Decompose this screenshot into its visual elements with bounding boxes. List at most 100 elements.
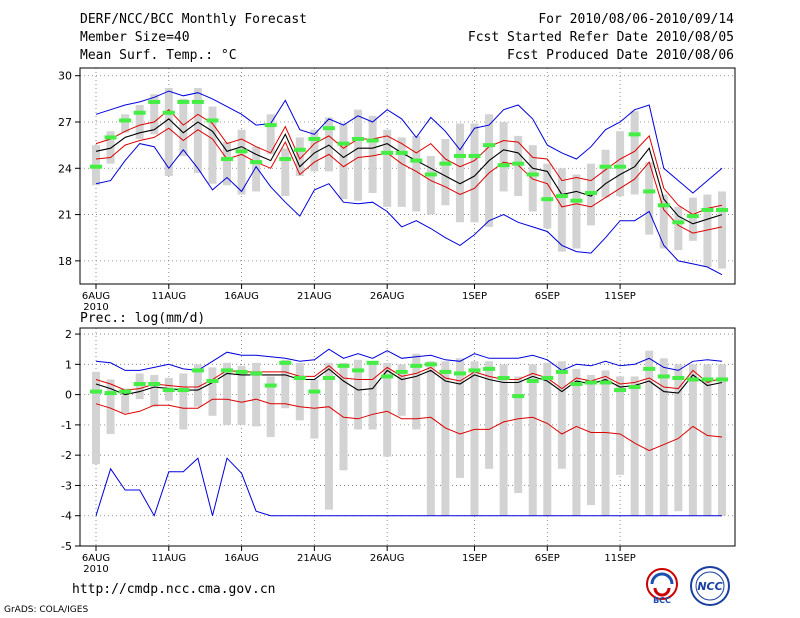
spread-box <box>557 361 566 469</box>
fcst-produced-date: Fcst Produced Date 2010/08/06 <box>507 48 734 63</box>
spread-box <box>441 138 450 206</box>
median-marker <box>614 164 627 169</box>
median-marker <box>162 388 175 393</box>
y-tick-label: -3 <box>61 479 72 492</box>
spread-box <box>412 353 421 430</box>
spread-box <box>266 114 275 155</box>
spread-box <box>674 206 683 251</box>
median-marker <box>497 163 510 168</box>
x-tick-label: 6SEP <box>535 553 560 564</box>
median-marker <box>439 369 452 374</box>
median-marker <box>381 374 394 379</box>
median-marker <box>264 123 277 128</box>
spread-box <box>601 149 610 198</box>
x-tick-label: 6AUG <box>82 553 110 564</box>
spread-box <box>208 367 217 416</box>
median-marker <box>614 388 627 393</box>
median-marker <box>512 161 525 166</box>
max-line <box>95 348 723 371</box>
median-marker <box>352 368 365 373</box>
y-tick-label: 18 <box>58 255 72 268</box>
spread-box <box>514 135 523 197</box>
spread-box <box>193 364 202 407</box>
median-marker <box>104 391 117 396</box>
median-marker <box>148 99 161 104</box>
spread-box <box>383 129 392 207</box>
median-marker <box>366 138 379 143</box>
spread-box <box>179 98 188 156</box>
spread-box <box>106 379 115 434</box>
median-marker <box>701 207 714 212</box>
upper-spread-line <box>95 109 723 216</box>
spread-box <box>295 137 304 176</box>
spread-box <box>441 361 450 516</box>
median-marker <box>468 153 481 158</box>
spread-box <box>324 362 333 510</box>
median-marker <box>643 366 656 371</box>
spread-box <box>295 362 304 421</box>
x-tick-label: 26AUG <box>370 553 405 564</box>
median-marker <box>541 375 554 380</box>
website-url[interactable]: http://cmdp.ncc.cma.gov.cn <box>72 582 276 597</box>
spread-box <box>586 374 595 506</box>
spread-box <box>164 88 173 176</box>
spread-box <box>135 373 144 400</box>
spread-box <box>659 358 668 516</box>
median-marker <box>90 164 102 169</box>
spread-box <box>485 114 494 227</box>
spread-box <box>223 362 232 425</box>
spread-box <box>616 376 625 475</box>
median-marker <box>410 158 423 163</box>
bcc-logo: BCC <box>642 566 682 610</box>
variable-label-prec: Prec.: log(mm/d) <box>80 311 205 326</box>
spread-box <box>674 364 683 512</box>
median-marker <box>352 136 365 141</box>
median-marker <box>628 132 641 137</box>
ncc-logo: NCC <box>688 566 732 614</box>
spread-box <box>718 364 726 516</box>
ncc-logo-text: NCC <box>697 580 722 593</box>
spread-box <box>339 123 348 200</box>
min-line <box>95 143 723 276</box>
median-marker <box>643 189 656 194</box>
median-marker <box>133 382 146 387</box>
median-marker <box>628 385 641 390</box>
spread-box <box>237 365 246 425</box>
median-marker <box>599 380 612 385</box>
spread-box <box>426 361 435 516</box>
spread-box <box>121 388 130 413</box>
y-tick-label: -5 <box>61 540 72 553</box>
median-marker <box>308 389 321 394</box>
y-tick-label: 27 <box>58 116 72 129</box>
y-tick-label: 21 <box>58 209 72 222</box>
chart-title: DERF/NCC/BCC Monthly Forecast <box>80 12 307 27</box>
spread-box <box>252 362 261 427</box>
median-marker <box>686 377 699 382</box>
x-tick-label: 11SEP <box>604 553 635 564</box>
median-marker <box>191 368 204 373</box>
median-marker <box>250 160 263 165</box>
median-marker <box>424 172 437 177</box>
median-marker <box>686 214 699 219</box>
median-marker <box>177 99 190 104</box>
x-tick-label: 11AUG <box>151 553 186 564</box>
spread-box <box>703 364 712 516</box>
spread-box <box>354 109 363 201</box>
median-marker <box>672 375 685 380</box>
median-marker <box>221 368 234 373</box>
spread-box <box>397 137 406 207</box>
median-marker <box>395 150 408 155</box>
median-marker <box>395 369 408 374</box>
x-year-label: 2010 <box>83 302 108 313</box>
spread-box <box>193 88 202 173</box>
upper-spread-line <box>95 365 723 391</box>
x-year-label: 2010 <box>83 564 108 575</box>
grads-credit: GrADS: COLA/IGES <box>4 605 89 615</box>
median-marker <box>337 141 350 146</box>
x-tick-label: 1SEP <box>462 291 487 302</box>
spread-box <box>630 376 639 516</box>
spread-box <box>688 197 697 241</box>
median-marker <box>439 161 452 166</box>
median-marker <box>119 389 132 394</box>
spread-box <box>281 148 290 197</box>
